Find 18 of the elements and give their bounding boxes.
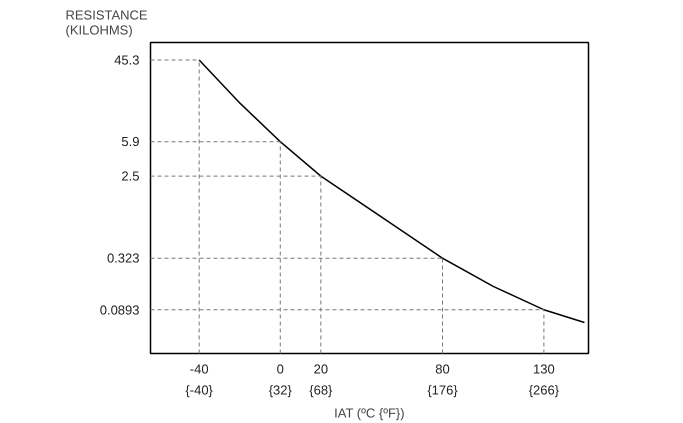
x2-tick-label: {-40}: [185, 382, 214, 398]
x2-tick-label: {176}: [427, 382, 458, 398]
x-tick-label: 20: [314, 362, 328, 376]
line-series: [198, 59, 586, 324]
x-tick-label: -40: [190, 362, 209, 376]
x2-tick-label: {68}: [309, 382, 334, 398]
chart-title: RESISTANCE (KILOHMS): [66, 8, 148, 38]
x-tick-label: 0: [276, 362, 284, 376]
y-tick-label: 0.323: [106, 250, 140, 266]
y-tick-label: 5.9: [121, 134, 140, 150]
x-axis-title: IAT (ºC {ºF}): [334, 406, 405, 420]
y-tick-label: 2.5: [121, 168, 140, 184]
x2-tick-label: {266}: [528, 382, 560, 398]
x2-tick-label: {32}: [268, 382, 293, 398]
x-tick-label: 130: [533, 362, 555, 376]
y-tick-label: 0.0893: [100, 302, 140, 318]
y-tick-label: 45.3: [114, 52, 140, 68]
x-tick-label: 80: [435, 362, 450, 376]
